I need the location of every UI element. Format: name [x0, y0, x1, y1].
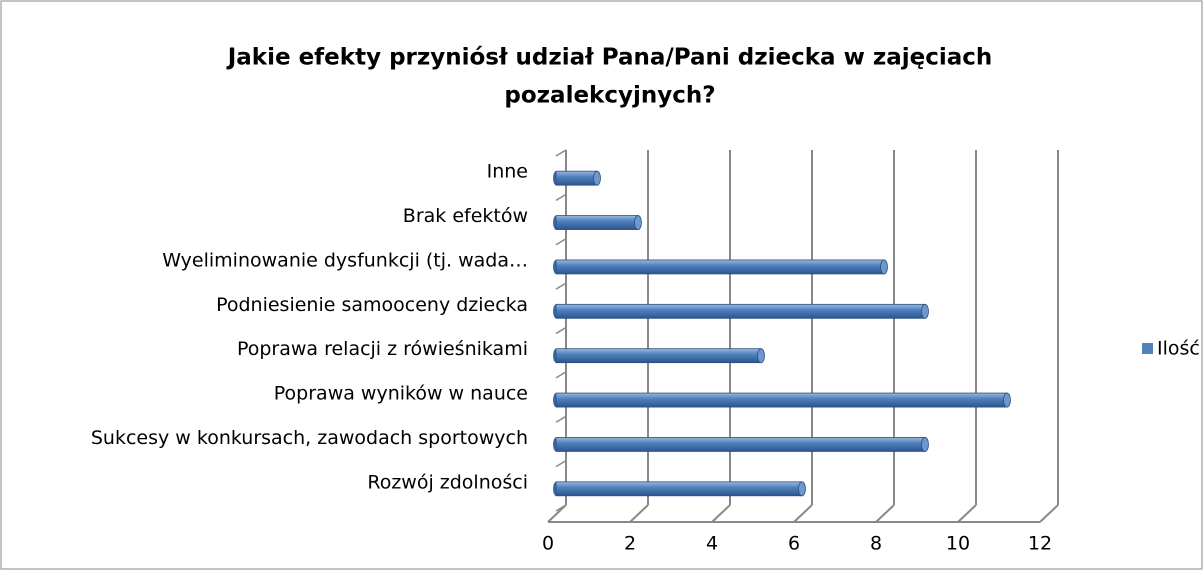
x-tick-label: 8: [870, 533, 882, 555]
y-tick-label: Sukcesy w konkursach, zawodach sportowyc…: [91, 427, 528, 449]
bar: [555, 481, 803, 497]
grid-line: [629, 504, 649, 523]
y-tick-label: Poprawa relacji z rówieśnikami: [237, 338, 528, 360]
bar: [555, 348, 762, 364]
x-tick-label: 6: [788, 533, 800, 555]
chart-title: pozalekcyjnych?: [504, 83, 715, 109]
bar-cap: [798, 481, 806, 497]
bar: [555, 170, 598, 186]
bar: [555, 215, 639, 230]
bar-cap: [757, 348, 765, 364]
tick-mark: [555, 282, 567, 290]
grid-line: [875, 504, 895, 523]
grid-line: [793, 504, 813, 523]
grid-line: [547, 504, 567, 523]
bar-cap: [921, 303, 929, 319]
bar-cap: [921, 437, 929, 452]
bar-cap: [1003, 392, 1011, 408]
chart-title: Jakie efekty przyniósł udział Pana/Pani …: [226, 45, 993, 71]
y-tick-label: Wyeliminowanie dysfunkcji (tj. wada…: [162, 249, 528, 271]
x-tick-label: 2: [624, 533, 636, 555]
legend-swatch: [1142, 343, 1153, 354]
bar: [555, 437, 926, 452]
y-tick-label: Inne: [487, 161, 528, 183]
y-tick-label: Rozwój zdolności: [367, 471, 528, 493]
legend-label: Ilość: [1157, 338, 1200, 360]
x-tick-label: 10: [946, 533, 970, 555]
x-tick-label: 0: [542, 533, 554, 555]
tick-mark: [555, 459, 567, 468]
bar-cap: [880, 259, 888, 275]
bar-cap: [634, 215, 642, 230]
bar-cap: [593, 170, 601, 186]
tick-mark: [555, 371, 567, 379]
x-tick-label: 12: [1028, 533, 1052, 555]
bar: [555, 259, 885, 275]
y-tick-label: Podniesienie samooceny dziecka: [216, 294, 528, 316]
y-tick-label: Poprawa wyników w nauce: [274, 383, 528, 405]
tick-mark: [555, 149, 567, 157]
tick-mark: [555, 193, 567, 202]
bar: [555, 392, 1008, 408]
tick-mark: [555, 326, 567, 335]
tick-mark: [555, 504, 567, 512]
grid-line: [711, 504, 731, 523]
tick-mark: [555, 238, 567, 246]
grid-line: [957, 504, 977, 523]
tick-mark: [555, 415, 567, 423]
grid-line: [1039, 504, 1059, 523]
bar: [555, 303, 926, 319]
x-tick-label: 4: [706, 533, 718, 555]
y-tick-label: Brak efektów: [403, 205, 528, 227]
